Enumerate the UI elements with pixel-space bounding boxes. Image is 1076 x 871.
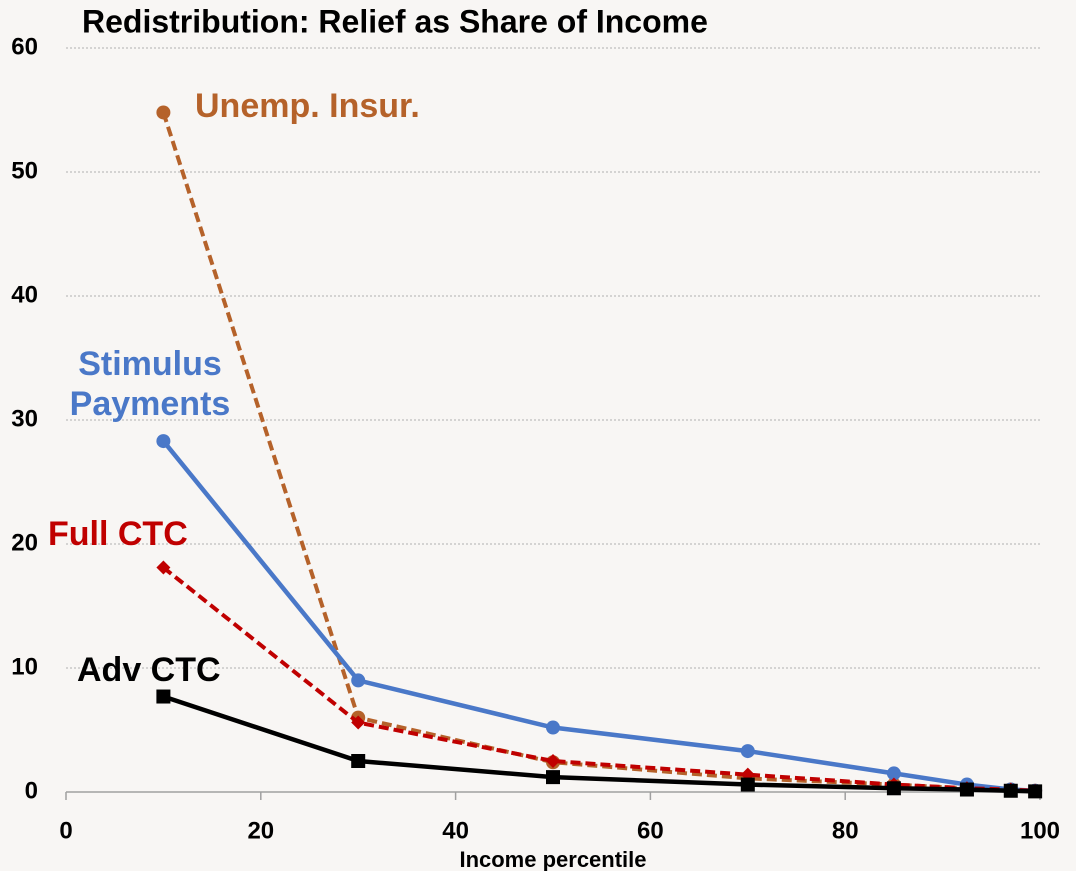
series-label: Adv CTC bbox=[77, 651, 221, 689]
y-tick-label: 0 bbox=[25, 777, 38, 804]
x-tick-label: 40 bbox=[442, 817, 469, 844]
marker bbox=[156, 434, 171, 449]
series-label: Unemp. Insur. bbox=[195, 87, 420, 125]
marker bbox=[1003, 783, 1018, 798]
x-tick-label: 60 bbox=[637, 817, 664, 844]
marker bbox=[959, 782, 974, 797]
x-tick-label: 100 bbox=[1020, 817, 1060, 844]
marker bbox=[740, 744, 755, 759]
marker bbox=[886, 766, 901, 781]
marker bbox=[351, 754, 366, 768]
marker bbox=[351, 673, 366, 688]
y-tick-label: 50 bbox=[11, 157, 38, 184]
series-label: Stimulus Payments bbox=[70, 345, 231, 423]
y-tick-label: 30 bbox=[11, 405, 38, 432]
series-label: Full CTC bbox=[48, 515, 188, 553]
marker bbox=[546, 754, 560, 768]
y-tick-label: 60 bbox=[11, 33, 38, 60]
series-line bbox=[162, 694, 1036, 794]
y-tick-label: 20 bbox=[11, 529, 38, 556]
chart-title: Redistribution: Relief as Share of Incom… bbox=[82, 3, 708, 39]
marker bbox=[886, 781, 901, 796]
x-tick-label: 20 bbox=[247, 817, 274, 844]
x-tick-label: 80 bbox=[832, 817, 859, 844]
marker bbox=[1028, 784, 1043, 799]
marker bbox=[156, 560, 171, 575]
marker bbox=[740, 777, 755, 792]
y-tick-label: 40 bbox=[11, 281, 38, 308]
x-tick-label: 0 bbox=[59, 817, 72, 844]
marker bbox=[546, 720, 560, 735]
y-tick-label: 10 bbox=[11, 653, 38, 680]
x-axis-label: Income percentile bbox=[459, 847, 646, 871]
marker bbox=[156, 105, 171, 120]
marker bbox=[546, 770, 560, 785]
marker bbox=[156, 689, 171, 704]
marker bbox=[351, 715, 366, 730]
series-line bbox=[161, 111, 1036, 793]
